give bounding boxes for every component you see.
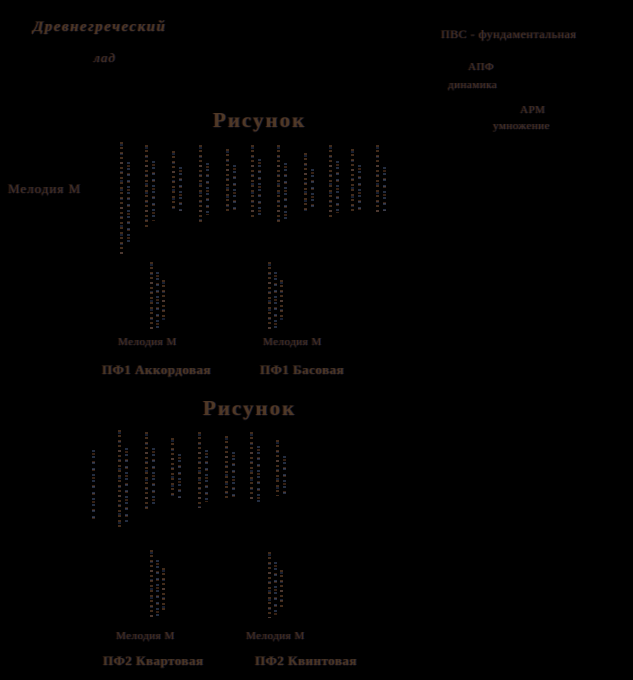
section2-sub-left-label: Мелодия М — [116, 630, 175, 642]
section1-sub-right-label: Мелодия М — [263, 336, 322, 348]
section1-heading: Рисунок — [213, 108, 307, 132]
section2-heading: Рисунок — [203, 396, 297, 420]
section1-caption-left: ПФ1 Аккордовая — [102, 362, 212, 377]
legend-abbr-3: АРМ — [520, 104, 546, 116]
legend-line-1: ПВС - фундаментальная — [441, 27, 577, 41]
legend-word-3: умножение — [493, 120, 550, 132]
section2-caption-right: ПФ2 Квинтовая — [255, 653, 357, 668]
section1-melody-label: Мелодия М — [8, 181, 82, 196]
section2-sub-right-label: Мелодия М — [246, 630, 305, 642]
figure-title-line2: лад — [94, 50, 116, 65]
section2-caption-left: ПФ2 Квартовая — [103, 653, 204, 668]
section1-caption-right: ПФ1 Басовая — [260, 362, 345, 377]
figure-title-line1: Древнегреческий — [33, 19, 167, 35]
section1-sub-left-label: Мелодия М — [118, 336, 177, 348]
legend-abbr-2: АПФ — [468, 61, 495, 73]
legend-word-2: динамика — [448, 79, 498, 91]
